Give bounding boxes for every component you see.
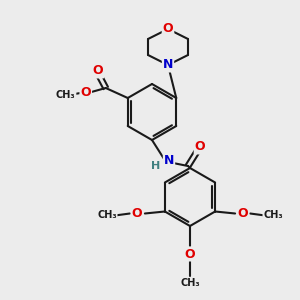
Text: CH₃: CH₃ <box>263 211 283 220</box>
Text: O: O <box>163 22 173 35</box>
Text: O: O <box>132 207 142 220</box>
Text: CH₃: CH₃ <box>97 211 117 220</box>
Text: O: O <box>185 248 195 260</box>
Text: CH₃: CH₃ <box>180 278 200 288</box>
Text: O: O <box>80 86 91 100</box>
Text: CH₃: CH₃ <box>56 90 76 100</box>
Text: N: N <box>164 154 174 166</box>
Text: O: O <box>238 207 248 220</box>
Text: O: O <box>92 64 103 77</box>
Text: O: O <box>195 140 205 154</box>
Text: H: H <box>152 161 160 171</box>
Text: N: N <box>163 58 173 71</box>
